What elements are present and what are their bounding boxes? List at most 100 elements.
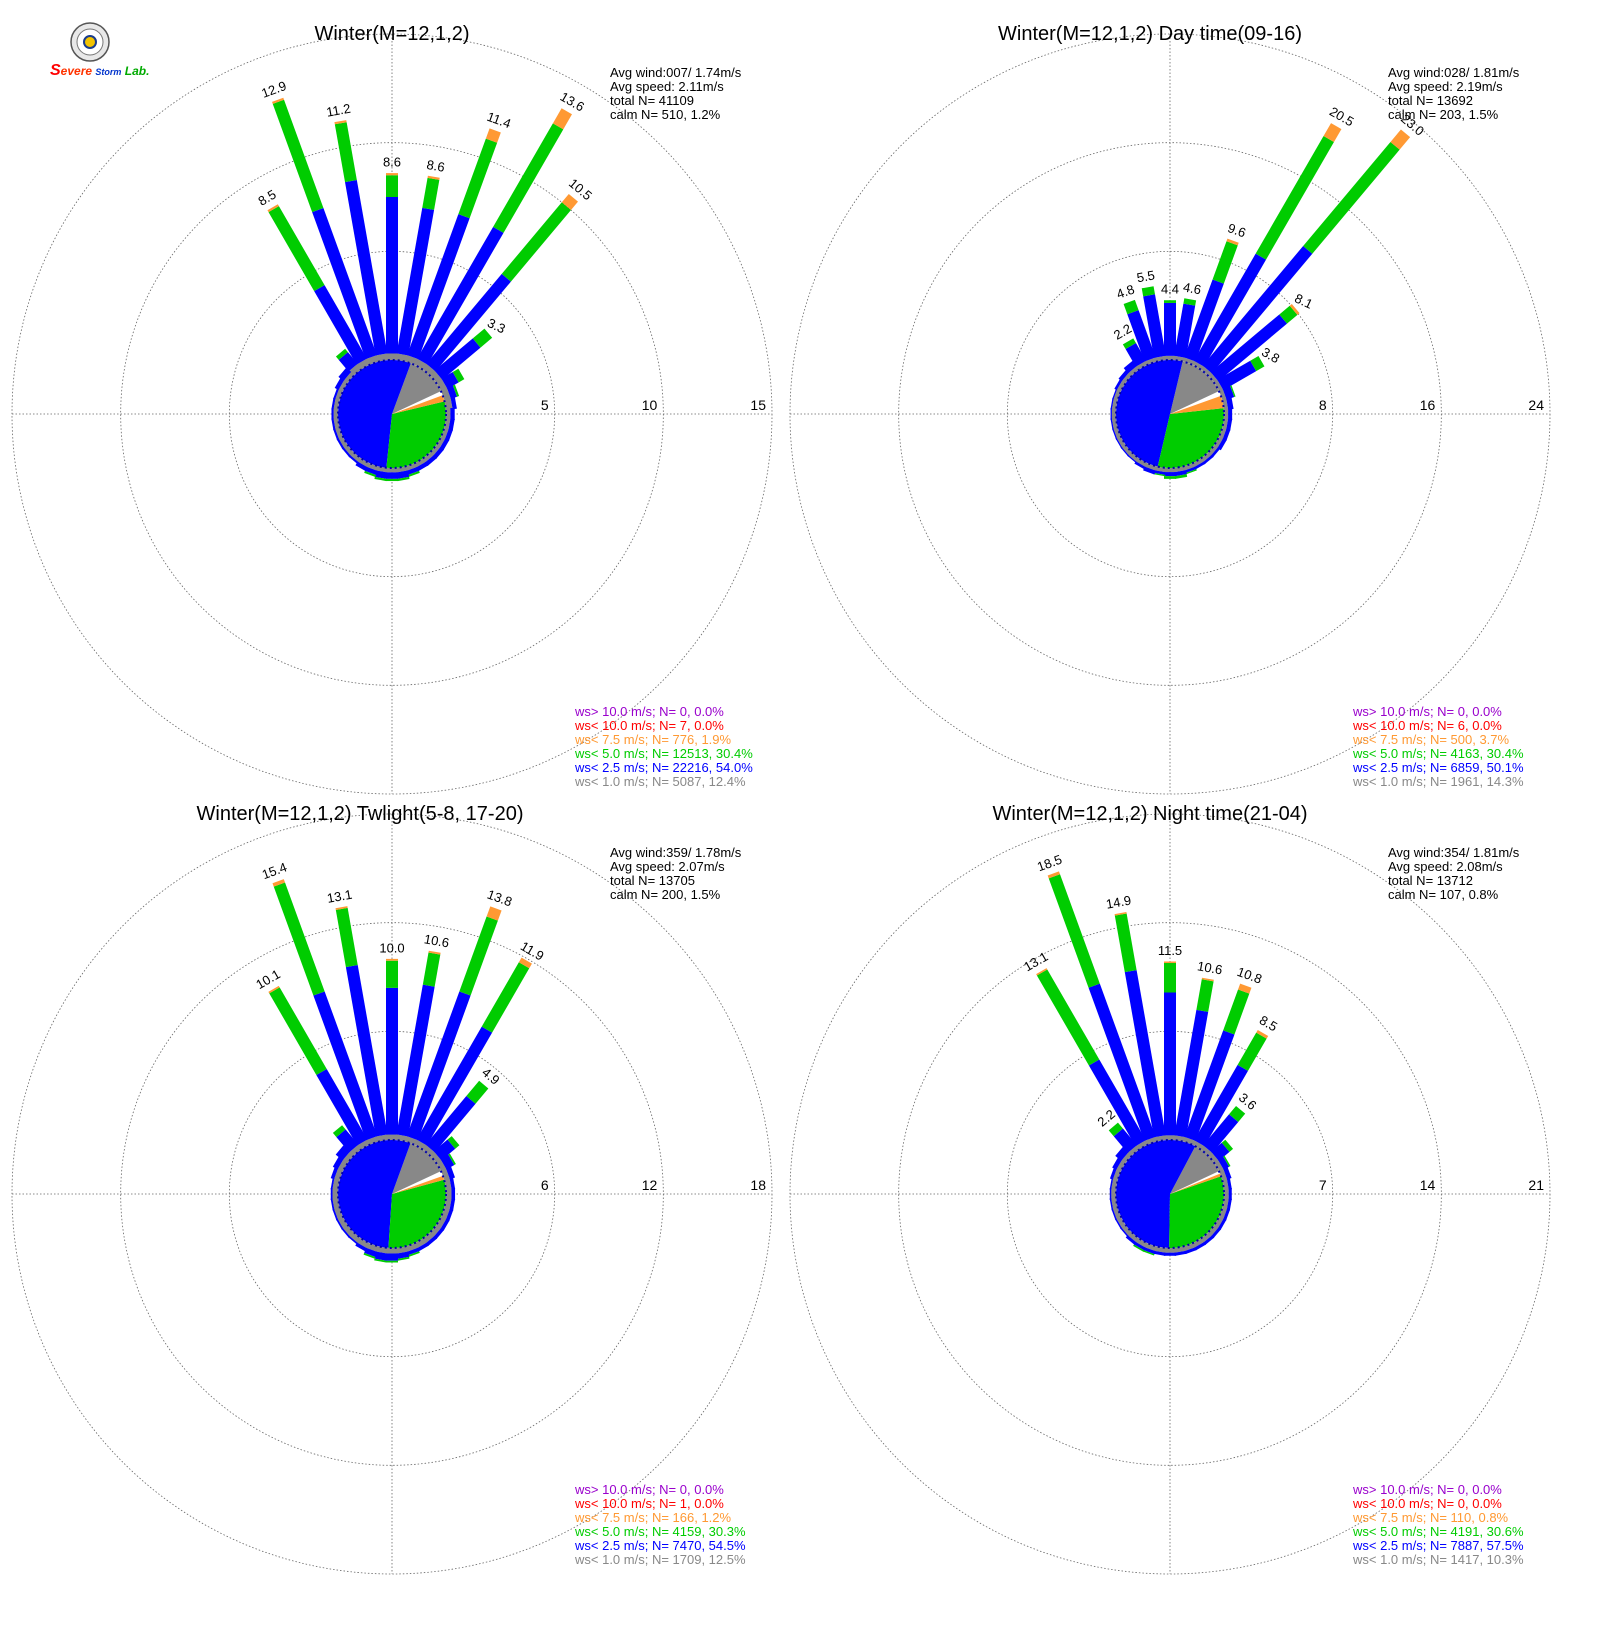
ring-label: 8 xyxy=(1319,397,1327,413)
bar-segment xyxy=(356,358,371,371)
direction-bar xyxy=(331,397,340,411)
bar-segment xyxy=(422,177,440,210)
bar-segment xyxy=(1255,136,1334,260)
bar-segment xyxy=(396,1251,410,1259)
direction-bar xyxy=(334,377,349,393)
direction-bar xyxy=(1109,1177,1118,1191)
bar-segment xyxy=(445,1208,454,1222)
bar-segment xyxy=(424,454,437,466)
direction-bar xyxy=(364,462,380,478)
direction-bar xyxy=(395,1246,410,1261)
bar-segment xyxy=(268,985,280,994)
direction-bar xyxy=(1207,1224,1222,1239)
bar-segment xyxy=(1174,1009,1209,1138)
legend-entry: ws> 10.0 m/s; N= 0, 0.0% xyxy=(1352,704,1502,719)
bar-segment xyxy=(1217,1218,1227,1231)
direction-bar xyxy=(435,1215,450,1231)
bar-segment xyxy=(439,437,450,451)
bar-segment xyxy=(1200,1231,1213,1243)
bar-segment xyxy=(1212,241,1238,284)
bar-segment xyxy=(268,206,325,292)
bar-segment xyxy=(1323,123,1342,143)
calm-pie-slice xyxy=(1157,408,1224,468)
chart-title: Winter(M=12,1,2) Day time(09-16) xyxy=(998,23,1302,45)
lab-logo-text: Severe Storm Lab. xyxy=(50,62,149,80)
calm-pie-slice xyxy=(1115,359,1183,467)
bar-segment xyxy=(452,384,460,397)
bar-segment xyxy=(1088,983,1156,1141)
bar-segment xyxy=(1124,970,1166,1138)
bar-segment xyxy=(1174,470,1187,477)
bar-segment xyxy=(441,372,459,389)
bar-segment xyxy=(375,1134,389,1142)
bar-segment xyxy=(273,882,325,996)
bar-segment xyxy=(1135,457,1149,468)
direction-bar xyxy=(404,906,502,1146)
bar-value-label: 3.8 xyxy=(1259,344,1282,366)
bar-segment xyxy=(1113,388,1122,402)
stat-line: calm N= 200, 1.5% xyxy=(610,887,721,902)
bar-segment xyxy=(1184,466,1197,474)
bar-segment xyxy=(1128,451,1140,463)
bar-segment xyxy=(1194,1064,1248,1147)
bar-segment xyxy=(1114,378,1123,391)
bar-segment xyxy=(1229,1105,1246,1123)
bar-segment xyxy=(334,377,345,391)
stat-line: total N= 13705 xyxy=(610,873,695,888)
bar-segment xyxy=(1303,141,1400,254)
legend-entry: ws< 5.0 m/s; N= 4191, 30.6% xyxy=(1352,1524,1524,1539)
bar-segment xyxy=(1207,1224,1219,1237)
direction-bar xyxy=(330,1197,340,1211)
bar-segment xyxy=(444,1197,452,1211)
direction-bar xyxy=(1191,123,1342,371)
direction-bar xyxy=(413,1237,429,1252)
direction-bar xyxy=(1112,1157,1127,1173)
bar-segment xyxy=(1153,1135,1167,1142)
bar-segment xyxy=(406,466,420,475)
direction-bar xyxy=(1142,1242,1158,1256)
chart-title: Winter(M=12,1,2) Twlight(5-8, 17-20) xyxy=(197,803,524,825)
bar-segment xyxy=(416,1026,493,1146)
stat-line: calm N= 510, 1.2% xyxy=(610,107,721,122)
direction-bar xyxy=(1191,1237,1207,1251)
bar-segment xyxy=(404,1136,418,1146)
calm-pie-slice xyxy=(388,1179,446,1248)
bar-segment xyxy=(1203,1235,1215,1246)
direction-bar xyxy=(348,451,362,465)
bar-segment xyxy=(552,108,572,130)
direction-bar xyxy=(374,1246,389,1263)
bar-segment xyxy=(493,123,564,233)
bar-segment xyxy=(1222,417,1229,430)
direction-bar xyxy=(429,1224,445,1240)
stat-line: Avg speed: 2.19m/s xyxy=(1388,79,1503,94)
direction-bar xyxy=(1182,462,1197,475)
bar-segment xyxy=(1193,253,1267,367)
bar-segment xyxy=(1211,1227,1222,1239)
direction-bar xyxy=(422,193,578,377)
bar-value-label: 4.4 xyxy=(1161,282,1179,297)
bar-segment xyxy=(1120,446,1130,457)
bar-segment xyxy=(422,952,441,987)
stat-line: Avg wind:359/ 1.78m/s xyxy=(610,845,742,860)
bar-segment xyxy=(1222,428,1231,441)
direction-bar xyxy=(1173,298,1197,362)
calm-pie-slice xyxy=(1169,1176,1224,1248)
direction-bar xyxy=(331,417,340,431)
legend-entry: ws< 10.0 m/s; N= 0, 0.0% xyxy=(1352,1496,1502,1511)
bar-segment xyxy=(444,428,453,442)
logo-word-lab: Lab. xyxy=(124,64,150,78)
bar-segment xyxy=(336,437,345,450)
bar-segment xyxy=(1088,1059,1146,1147)
bar-value-label: 13.1 xyxy=(326,887,354,906)
bar-segment xyxy=(357,457,371,468)
bar-segment xyxy=(1226,418,1233,431)
direction-bar xyxy=(1112,388,1122,402)
bar-segment xyxy=(449,1177,456,1190)
bar-segment xyxy=(332,1125,346,1138)
bar-segment xyxy=(1120,1227,1129,1238)
bar-segment xyxy=(429,1224,442,1237)
bar-segment xyxy=(1218,1206,1228,1220)
bar-segment xyxy=(1191,1140,1205,1151)
bar-segment xyxy=(1184,1247,1197,1255)
